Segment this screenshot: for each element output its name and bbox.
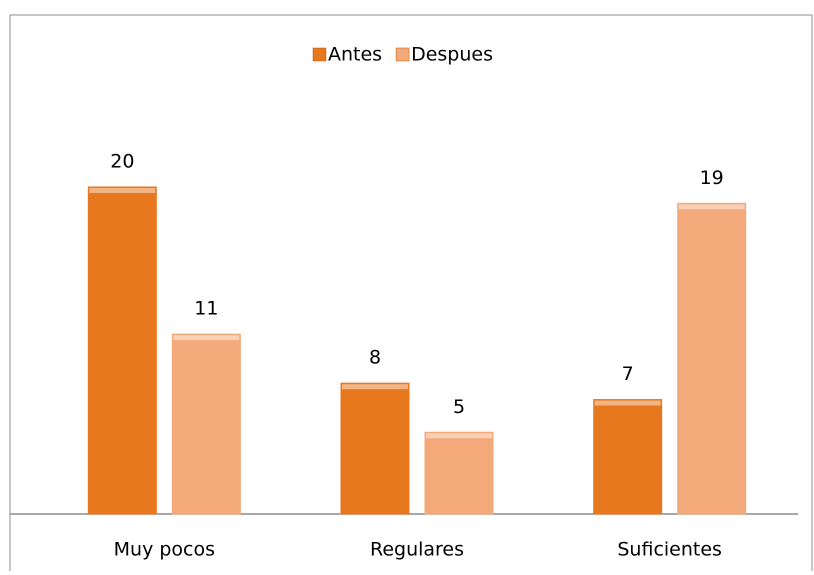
legend-label: Despues <box>411 44 493 66</box>
bar-bevel <box>678 204 745 210</box>
bar <box>87 186 157 515</box>
data-label: 7 <box>622 363 634 385</box>
bar-bevel <box>89 188 156 193</box>
bar <box>677 202 747 515</box>
bar <box>424 431 494 515</box>
data-label: 5 <box>453 396 465 418</box>
bar-bevel <box>342 384 408 390</box>
bar <box>593 399 663 515</box>
legend-label: Antes <box>328 44 382 66</box>
data-label: 11 <box>194 298 218 320</box>
bar-bevel <box>173 335 240 341</box>
x-tick-label: Muy pocos <box>114 539 215 561</box>
x-tick-label: Regulares <box>370 539 464 561</box>
bar-bevel <box>426 433 492 439</box>
x-tick-label: Suficientes <box>617 539 722 561</box>
legend-swatch <box>312 47 327 62</box>
data-label: 19 <box>700 167 724 189</box>
data-label: 8 <box>369 347 381 369</box>
bar-bevel <box>594 400 661 406</box>
bar <box>171 333 241 515</box>
data-label: 20 <box>110 151 134 173</box>
legend-swatch <box>395 47 410 62</box>
bar <box>340 382 410 515</box>
